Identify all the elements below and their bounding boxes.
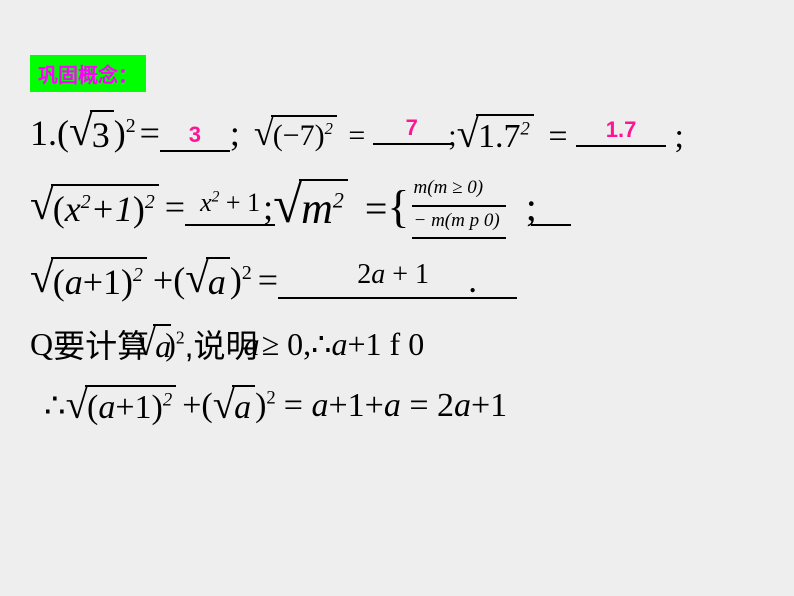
math-content: 1. ( √3 )2 = 3 ; √(−7)2 = 7 ; √1.72 = [30,110,764,445]
blank-3: 1.7 [576,111,666,147]
sqrt-m-sq: √m2 [273,179,348,234]
blank-1: 3 [160,114,230,152]
sqrt-a-2: √a [135,324,171,365]
equation-row-2: √(x2+1)2 = x2 + 1 ; √m2 = { m(m ≥ 0) − m… [30,174,764,239]
because-symbol: Q [30,326,53,363]
prefix-1: 1. [30,112,57,154]
answer-3: 1.7 [606,117,637,143]
equation-row-5: ∴ √(a+1)2 +( √a )2 = a+1+a = 2a+1 [30,385,764,427]
brace-line-bot: − m(m p 0) [412,207,506,240]
sqrt-3: √3 [69,110,114,156]
blank-2: 7 [373,113,451,145]
piecewise-brace: { m(m ≥ 0) − m(m p 0) [387,174,505,239]
sqrt-a-plus-1-sq-2: √(a+1)2 [66,385,177,427]
answer-1: 3 [189,122,201,148]
equation-row-4: Q 要计算 √a )2 ,说明 a ≥ 0, ∴ a +1 f 0 [30,321,764,367]
equation-row-1: 1. ( √3 )2 = 3 ; √(−7)2 = 7 ; √1.72 = [30,110,764,156]
brace-line-top: m(m ≥ 0) [412,174,506,207]
sqrt-a-3: √a [213,385,255,427]
therefore-symbol: ∴ [311,325,331,363]
sqrt-1p7sq: √1.72 [457,114,534,156]
answer-2: 7 [406,115,418,141]
blank-5: 2a + 1 [278,261,508,299]
equation-row-3: √(a+1)2 +( √a )2 = 2a + 1 . [30,257,764,303]
sqrt-xsq-plus-1-sq: √(x2+1)2 [30,184,159,230]
sqrt-a: √a [185,257,230,303]
sqrt-a-plus-1-sq: √(a+1)2 [30,257,147,303]
therefore-symbol-2: ∴ [44,386,66,426]
header-label: 巩固概念： [30,55,146,92]
sqrt-neg7sq: √(−7)2 [254,115,337,153]
blank-4: x2 + 1 [185,188,275,226]
rhs-expression: = a+1+a = 2a+1 [284,387,507,425]
